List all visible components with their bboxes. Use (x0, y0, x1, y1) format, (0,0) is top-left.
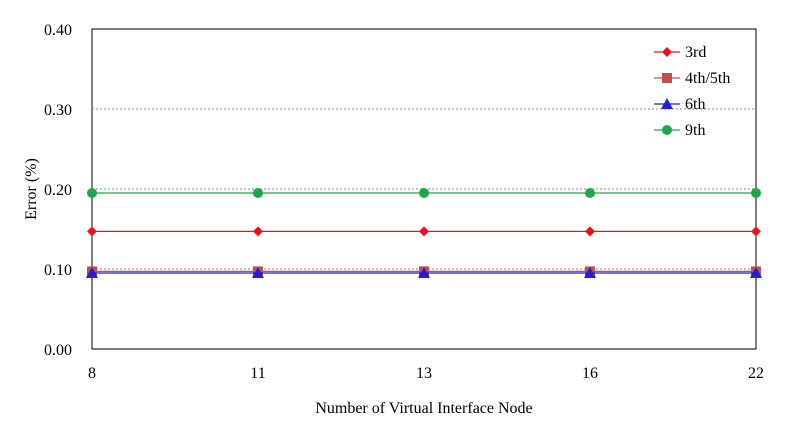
x-tick-label: 13 (416, 365, 432, 382)
data-point (87, 226, 97, 237)
y-tick-label: 0.10 (44, 262, 72, 279)
data-point (253, 226, 263, 237)
x-tick-label: 16 (582, 365, 598, 382)
series-3rd (87, 226, 761, 237)
legend-item: 3rd (654, 44, 706, 61)
legend-label: 9th (685, 122, 705, 139)
x-tick-label: 11 (250, 365, 265, 382)
data-point (419, 226, 429, 237)
legend-label: 4th/5th (685, 70, 730, 87)
y-tick-label: 0.40 (44, 22, 72, 39)
data-point (585, 188, 595, 198)
legend-marker (662, 125, 672, 135)
data-point (584, 267, 596, 278)
data-point (751, 188, 761, 198)
x-axis-ticks: 8 11 13 16 22 (88, 365, 764, 382)
data-point (87, 188, 97, 198)
series-group (86, 188, 762, 278)
x-tick-label: 22 (748, 365, 764, 382)
x-axis-title: Number of Virtual Interface Node (315, 400, 532, 417)
legend-item: 9th (654, 122, 705, 139)
series-6th (86, 267, 762, 278)
data-point (419, 188, 429, 198)
data-point (751, 226, 761, 237)
legend-marker (662, 47, 672, 57)
legend-label: 6th (685, 96, 705, 113)
y-axis-title: Error (%) (23, 158, 40, 220)
data-point (750, 267, 762, 278)
y-tick-label: 0.20 (44, 182, 72, 199)
data-point (86, 267, 98, 278)
legend-item: 4th/5th (654, 70, 730, 87)
data-point (418, 267, 430, 278)
legend: 3rd 4th/5th 6th 9th (654, 44, 730, 139)
legend-item: 6th (654, 96, 705, 113)
data-point (585, 226, 595, 237)
legend-marker (661, 98, 673, 109)
data-point (252, 267, 264, 278)
y-tick-label: 0.30 (44, 102, 72, 119)
series-9th (87, 188, 761, 198)
y-tick-label: 0.00 (44, 342, 72, 359)
data-point (253, 188, 263, 198)
x-tick-label: 8 (88, 365, 96, 382)
legend-marker (662, 73, 672, 83)
legend-label: 3rd (685, 44, 706, 61)
y-axis-ticks: 0.00 0.10 0.20 0.30 0.40 (44, 22, 72, 359)
